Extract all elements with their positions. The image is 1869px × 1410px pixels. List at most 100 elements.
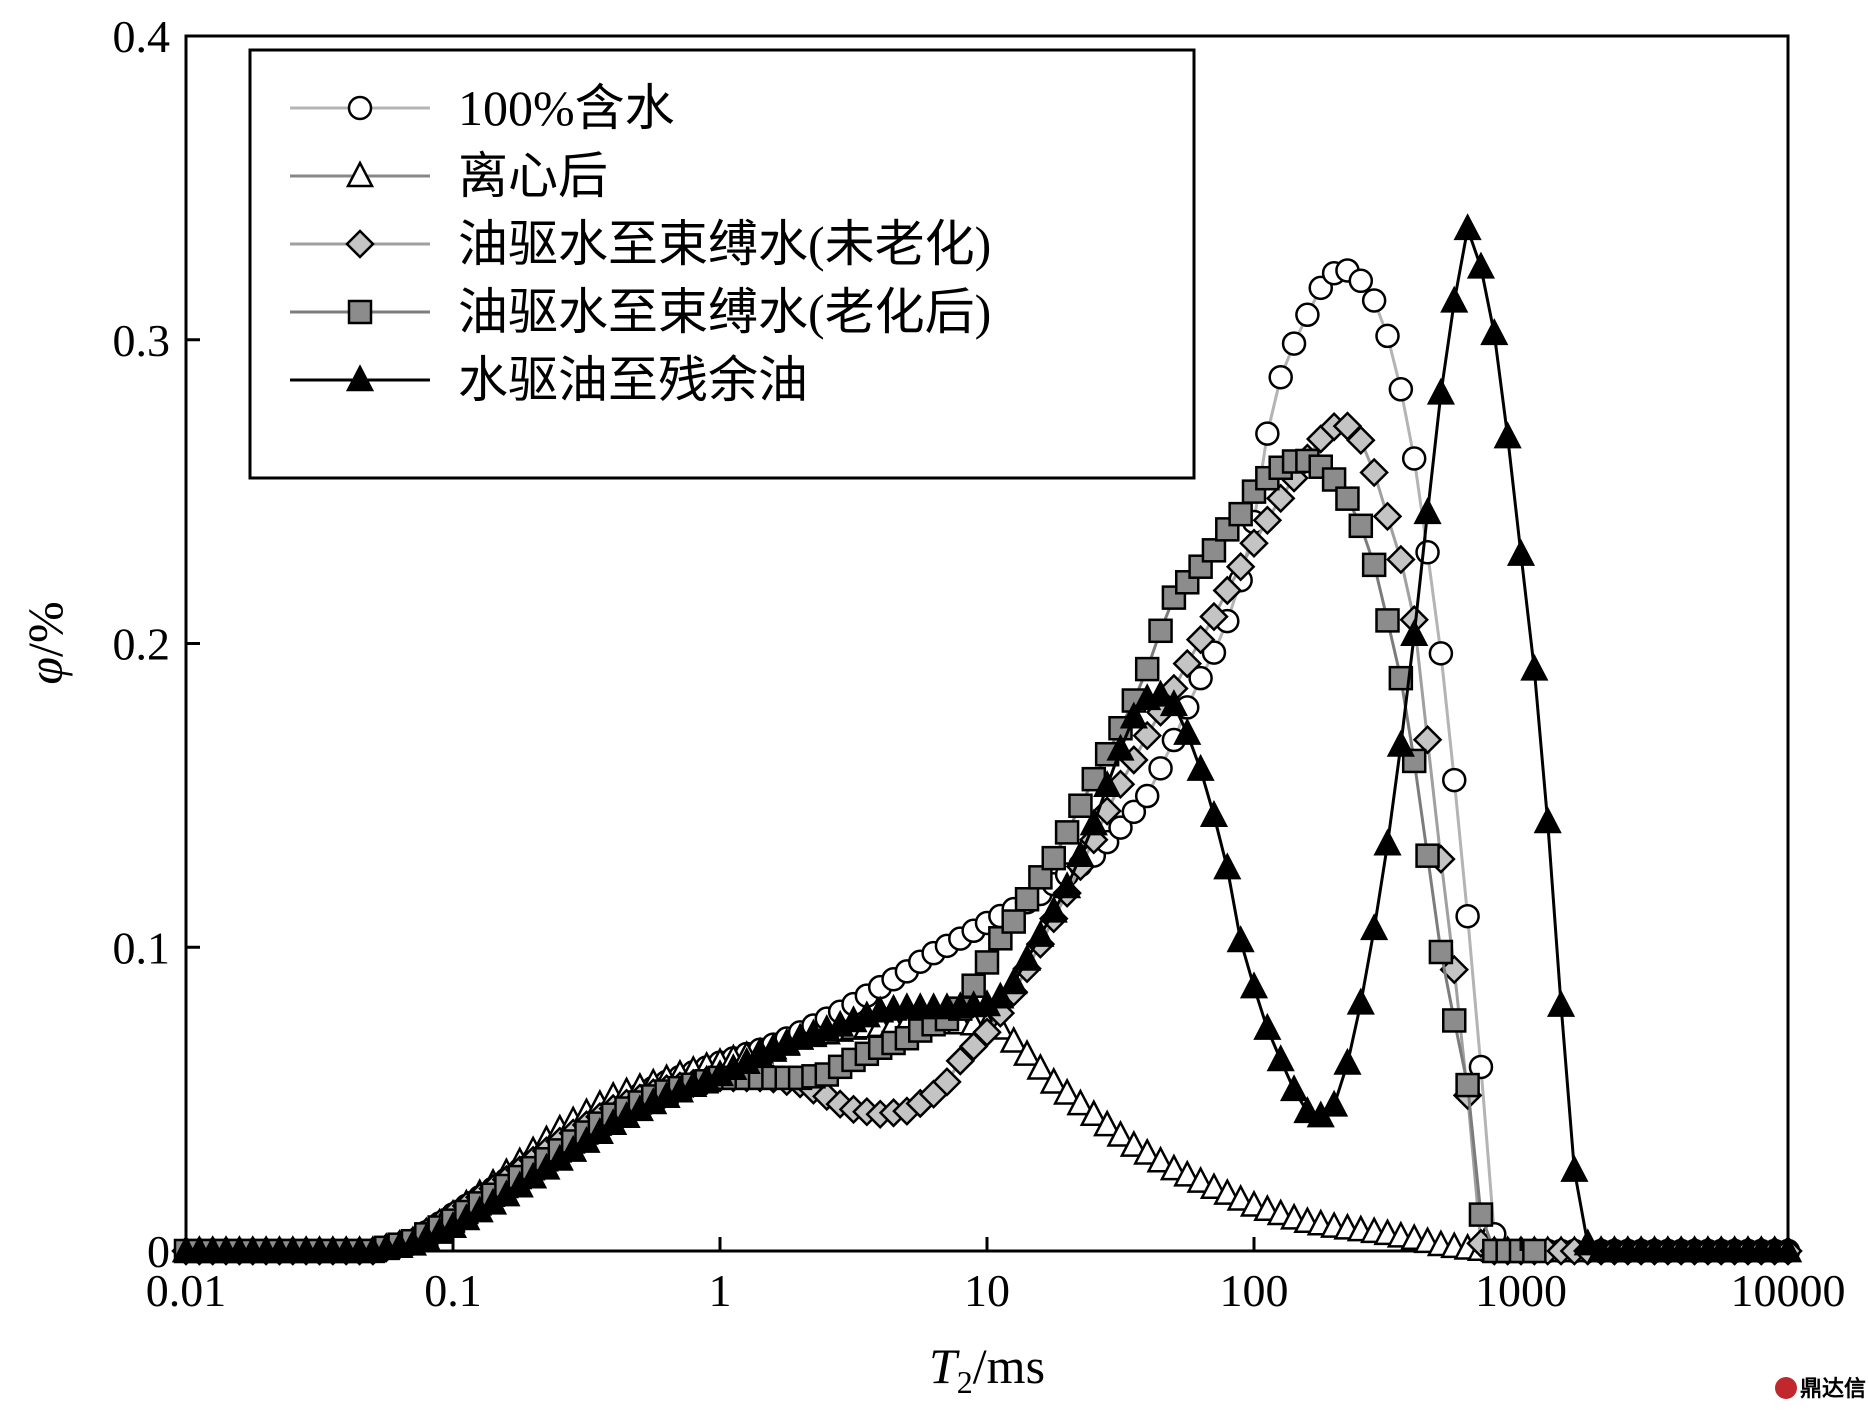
data-point bbox=[1375, 323, 1400, 349]
data-point bbox=[1066, 1088, 1095, 1116]
y-tick-label: 0.3 bbox=[113, 315, 171, 366]
data-point bbox=[1185, 624, 1216, 655]
data-point bbox=[1279, 1074, 1309, 1102]
data-point bbox=[1226, 925, 1255, 953]
data-point bbox=[1533, 806, 1562, 834]
data-point bbox=[1066, 840, 1095, 868]
data-point bbox=[1039, 895, 1068, 923]
data-point bbox=[1255, 421, 1280, 446]
data-point bbox=[1068, 793, 1093, 818]
data-point bbox=[1375, 608, 1400, 633]
data-point bbox=[1028, 865, 1053, 890]
data-point bbox=[1253, 1012, 1282, 1040]
y-tick-label: 0.1 bbox=[113, 922, 171, 973]
data-point bbox=[1415, 843, 1440, 868]
y-axis-title: φ/% bbox=[17, 601, 73, 684]
data-point bbox=[972, 1017, 1002, 1048]
data-point bbox=[1373, 828, 1402, 856]
data-point bbox=[1252, 505, 1283, 536]
data-point bbox=[1212, 575, 1243, 606]
legend-item: 100%含水 bbox=[290, 80, 675, 136]
data-point bbox=[1372, 501, 1403, 532]
data-point bbox=[1493, 421, 1522, 449]
legend-item: 离心后 bbox=[290, 148, 608, 204]
data-point bbox=[1173, 1159, 1202, 1187]
data-point bbox=[1093, 1109, 1122, 1137]
data-point bbox=[1265, 483, 1296, 514]
y-tick-label: 0 bbox=[147, 1226, 170, 1277]
legend-marker bbox=[347, 299, 373, 325]
data-point bbox=[1506, 538, 1536, 566]
x-tick-label: 0.1 bbox=[424, 1265, 482, 1316]
data-point bbox=[1026, 1052, 1055, 1080]
data-point bbox=[1159, 1153, 1188, 1181]
data-point bbox=[1148, 618, 1173, 644]
data-point bbox=[1361, 288, 1387, 313]
data-point bbox=[1225, 552, 1256, 582]
data-point bbox=[1388, 377, 1414, 402]
data-point bbox=[1199, 601, 1229, 632]
data-point bbox=[1468, 1202, 1494, 1227]
series-4 bbox=[171, 213, 1803, 1263]
data-point bbox=[1361, 552, 1387, 578]
data-point bbox=[1321, 467, 1347, 492]
data-point bbox=[1401, 446, 1427, 471]
tick-layer: 0.01 0.1 1 10 100 1000 10000 0 0.1 0.2 0.3 0.4 bbox=[113, 11, 1846, 1316]
data-point bbox=[1053, 1077, 1082, 1105]
data-point bbox=[1348, 268, 1374, 294]
data-point bbox=[1442, 767, 1467, 793]
x-tick-label: 10 bbox=[964, 1265, 1010, 1316]
legend-item: 水驱油至残余油 bbox=[290, 352, 808, 408]
legend-item: 油驱水至束缚水(未老化) bbox=[290, 216, 991, 272]
data-point bbox=[1132, 720, 1162, 751]
data-point bbox=[1295, 302, 1320, 328]
data-point bbox=[1201, 538, 1227, 563]
data-point bbox=[1428, 641, 1454, 666]
data-point bbox=[1573, 1228, 1602, 1256]
data-point bbox=[1480, 318, 1509, 346]
y-tick-label: 0.4 bbox=[113, 11, 171, 62]
data-point bbox=[1041, 845, 1066, 871]
data-point bbox=[1442, 1008, 1467, 1033]
x-tick-label: 10000 bbox=[1731, 1265, 1846, 1316]
data-point bbox=[1108, 815, 1133, 840]
data-point bbox=[1386, 544, 1416, 575]
data-point bbox=[945, 1046, 976, 1076]
data-point bbox=[1281, 331, 1307, 356]
data-point bbox=[1106, 1119, 1135, 1147]
data-point bbox=[1268, 364, 1293, 390]
data-point bbox=[1226, 1183, 1255, 1211]
data-point bbox=[999, 1025, 1028, 1053]
watermark-text: 鼎达信 bbox=[1800, 1376, 1866, 1401]
legend-label: 油驱水至束缚水(未老化) bbox=[458, 216, 991, 272]
data-point bbox=[932, 1067, 962, 1097]
data-point bbox=[974, 950, 1000, 975]
data-point bbox=[1054, 820, 1080, 845]
data-point bbox=[1360, 913, 1389, 941]
data-point bbox=[1386, 729, 1415, 757]
legend-marker bbox=[345, 364, 375, 392]
data-point bbox=[1400, 619, 1429, 646]
data-point bbox=[1026, 919, 1055, 947]
data-point bbox=[1001, 909, 1026, 934]
x-tick-label: 0.01 bbox=[146, 1265, 227, 1316]
data-point bbox=[1413, 497, 1442, 525]
data-point bbox=[1199, 799, 1229, 827]
data-point bbox=[1213, 1177, 1242, 1205]
data-point bbox=[1014, 887, 1040, 912]
data-point bbox=[1239, 971, 1269, 999]
data-point bbox=[1188, 665, 1213, 691]
data-point bbox=[1039, 1066, 1068, 1094]
data-point bbox=[1134, 783, 1160, 809]
data-point bbox=[1121, 799, 1147, 825]
data-point bbox=[1426, 377, 1455, 405]
data-point bbox=[1079, 808, 1108, 836]
data-point bbox=[1522, 1238, 1547, 1264]
series-layer bbox=[171, 213, 1803, 1266]
data-point bbox=[1172, 648, 1203, 679]
data-point bbox=[986, 981, 1015, 1009]
watermark-logo-icon bbox=[1775, 1377, 1797, 1399]
legend-marker bbox=[345, 229, 375, 259]
series-3 bbox=[173, 448, 1547, 1264]
